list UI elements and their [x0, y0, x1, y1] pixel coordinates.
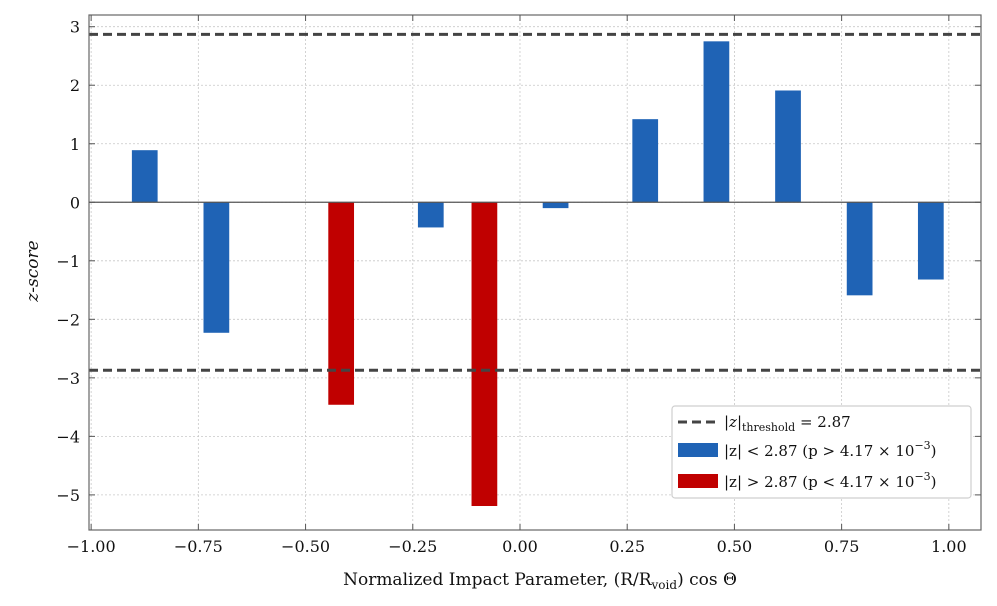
y-tick-label: −3: [56, 369, 80, 388]
x-tick-label: −0.25: [388, 537, 437, 556]
legend-box: [671, 405, 972, 499]
legend-below-exp: −3: [914, 439, 930, 452]
bar: [328, 202, 355, 405]
y-tick-label: 0: [70, 193, 80, 212]
legend-above-close: ): [931, 473, 937, 491]
threshold-layer: [89, 32, 981, 372]
legend-threshold-value: = 2.87: [795, 413, 851, 431]
x-tick-label: 0.25: [609, 537, 645, 556]
plot-frame: [88, 14, 982, 531]
y-tick-label: 1: [70, 135, 80, 154]
legend-above-exp: −3: [914, 470, 930, 483]
x-axis-title: Normalized Impact Parameter, (R/Rvoid) c…: [343, 570, 737, 592]
x-axis-title-main: Normalized Impact Parameter, (R/R: [343, 570, 653, 590]
legend-threshold-main: |z|: [724, 413, 742, 431]
legend-above-swatch: [678, 474, 718, 488]
bar: [703, 41, 730, 203]
legend-above-label: |z| > 2.87 (p < 4.17 × 10−3): [724, 470, 937, 491]
x-tick-label: 0.50: [717, 537, 753, 556]
legend: |z|threshold = 2.87 |z| < 2.87 (p > 4.17…: [671, 405, 972, 499]
x-tick-label: −0.75: [174, 537, 223, 556]
legend-below-swatch: [678, 443, 718, 457]
bar: [632, 119, 659, 203]
x-tick-label: 0.00: [502, 537, 538, 556]
x-tick-label: −1.00: [67, 537, 116, 556]
y-tick-label: −2: [56, 310, 80, 329]
ticks-layer: −1.00 −0.75 −0.50 −0.25 0.00 0.25 0.50 0.75 1.00…: [56, 15, 981, 556]
legend-below-main: |z| < 2.87 (p > 4.17 × 10: [724, 442, 914, 460]
x-tick-label: −0.50: [281, 537, 330, 556]
bar: [131, 150, 158, 203]
bar: [775, 90, 801, 203]
y-tick-label: −4: [56, 427, 80, 446]
x-tick-label: 0.75: [824, 537, 860, 556]
y-tick-label: −1: [56, 252, 80, 271]
bar: [203, 202, 230, 333]
legend-below-close: ): [931, 442, 937, 460]
y-axis-title: z-score: [23, 240, 43, 302]
bar: [417, 202, 444, 228]
x-axis-title-tail: ) cos Θ: [677, 570, 737, 590]
legend-threshold-sub: threshold: [742, 421, 795, 434]
bar: [917, 202, 944, 280]
legend-above-main: |z| > 2.87 (p < 4.17 × 10: [724, 473, 914, 491]
x-axis-title-sub: void: [651, 578, 678, 592]
legend-threshold-label: |z|threshold = 2.87: [724, 413, 851, 434]
y-tick-label: 2: [70, 76, 80, 95]
bar: [846, 202, 873, 296]
y-tick-label: 3: [70, 18, 80, 37]
x-tick-label: 1.00: [931, 537, 967, 556]
bar: [542, 202, 569, 209]
y-tick-label: −5: [56, 486, 80, 505]
bar: [471, 202, 498, 507]
legend-below-label: |z| < 2.87 (p > 4.17 × 10−3): [724, 439, 937, 460]
